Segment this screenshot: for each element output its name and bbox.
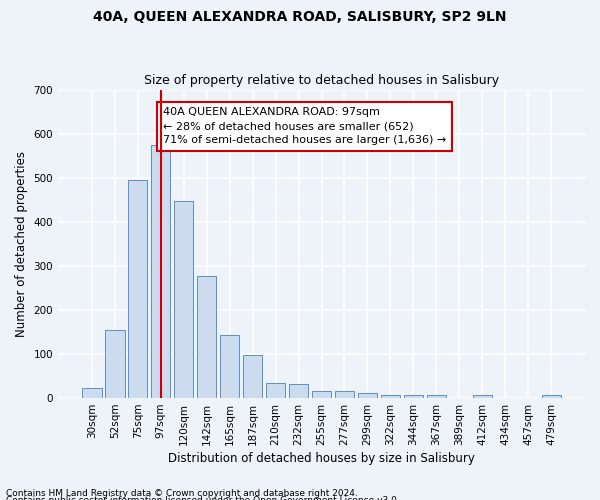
- Title: Size of property relative to detached houses in Salisbury: Size of property relative to detached ho…: [144, 74, 499, 87]
- Text: 40A, QUEEN ALEXANDRA ROAD, SALISBURY, SP2 9LN: 40A, QUEEN ALEXANDRA ROAD, SALISBURY, SP…: [93, 10, 507, 24]
- Bar: [82, 388, 101, 398]
- Text: Contains public sector information licensed under the Open Government Licence v3: Contains public sector information licen…: [6, 496, 400, 500]
- Bar: [335, 392, 354, 398]
- Text: 40A QUEEN ALEXANDRA ROAD: 97sqm
← 28% of detached houses are smaller (652)
71% o: 40A QUEEN ALEXANDRA ROAD: 97sqm ← 28% of…: [163, 107, 446, 145]
- Bar: [220, 336, 239, 398]
- Bar: [312, 392, 331, 398]
- Bar: [174, 200, 193, 398]
- Bar: [404, 395, 423, 398]
- Bar: [542, 395, 561, 398]
- Bar: [289, 384, 308, 398]
- Bar: [380, 395, 400, 398]
- X-axis label: Distribution of detached houses by size in Salisbury: Distribution of detached houses by size …: [168, 452, 475, 465]
- Bar: [128, 180, 148, 398]
- Bar: [105, 330, 125, 398]
- Bar: [266, 382, 286, 398]
- Bar: [427, 395, 446, 398]
- Y-axis label: Number of detached properties: Number of detached properties: [15, 151, 28, 337]
- Bar: [358, 393, 377, 398]
- Text: Contains HM Land Registry data © Crown copyright and database right 2024.: Contains HM Land Registry data © Crown c…: [6, 488, 358, 498]
- Bar: [151, 144, 170, 398]
- Bar: [197, 276, 217, 398]
- Bar: [243, 355, 262, 398]
- Bar: [473, 394, 492, 398]
